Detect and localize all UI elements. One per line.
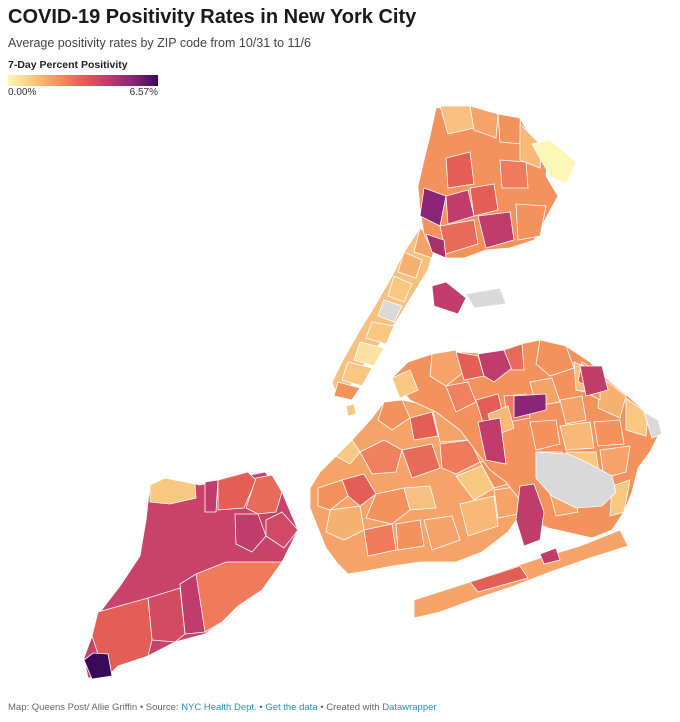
zip-area[interactable] <box>83 652 113 680</box>
get-data-link[interactable]: Get the data <box>265 702 318 713</box>
footer-sep-2: • <box>256 702 266 713</box>
footer-sep-1: • Source: <box>137 702 182 713</box>
zip-area[interactable] <box>519 123 543 169</box>
bronx-region <box>417 105 577 259</box>
zip-area[interactable] <box>365 487 411 525</box>
zip-area[interactable] <box>497 113 523 145</box>
zip-area[interactable] <box>531 139 577 185</box>
legend-title: 7-Day Percent Positivity <box>8 59 128 71</box>
zip-area[interactable] <box>341 361 373 387</box>
zip-area[interactable] <box>503 343 525 371</box>
legend-max-label: 6.57% <box>129 87 158 98</box>
zip-area[interactable] <box>445 381 477 413</box>
zip-area[interactable] <box>395 519 425 551</box>
footer-credit: Map: Queens Post/ Allie Griffin <box>8 702 138 713</box>
manhattan-region <box>331 227 437 401</box>
zip-area[interactable] <box>445 151 475 189</box>
footer-credits: Map: Queens Post/ Allie Griffin • Source… <box>8 702 437 713</box>
zip-area[interactable] <box>477 211 515 249</box>
zip-area[interactable] <box>377 299 403 323</box>
rockaway-region <box>413 529 629 619</box>
zip-area[interactable] <box>363 523 397 557</box>
zip-area[interactable] <box>477 417 507 465</box>
zip-area[interactable] <box>429 349 465 387</box>
zip-area[interactable] <box>147 587 186 643</box>
zip-area[interactable] <box>459 495 499 537</box>
zip-area[interactable] <box>477 349 513 383</box>
zip-area[interactable] <box>317 479 349 511</box>
color-legend: 7-Day Percent Positivity 0.00% 6.57% <box>8 59 158 98</box>
zip-area[interactable] <box>625 397 649 437</box>
zip-area[interactable] <box>469 105 499 139</box>
legend-min-label: 0.00% <box>8 87 37 98</box>
laguardia-no-data <box>465 287 507 309</box>
chart-title: COVID-19 Positivity Rates in New York Ci… <box>8 6 417 28</box>
zip-area[interactable] <box>559 395 587 425</box>
zip-area[interactable] <box>529 419 561 451</box>
zip-area[interactable] <box>387 275 413 303</box>
zip-area[interactable] <box>204 479 219 513</box>
zip-area[interactable] <box>535 339 575 377</box>
zip-area[interactable] <box>469 565 529 593</box>
zip-area[interactable] <box>149 477 197 505</box>
governors-island <box>345 403 357 417</box>
chart-subtitle: Average positivity rates by ZIP code fro… <box>8 36 311 50</box>
zip-area[interactable] <box>195 561 283 633</box>
broad-channel-region <box>515 483 545 547</box>
legend-labels: 0.00% 6.57% <box>8 87 158 98</box>
zip-area[interactable] <box>515 203 547 241</box>
zip-area[interactable] <box>593 419 625 447</box>
zip-area[interactable] <box>359 439 403 475</box>
east-no-data <box>643 411 663 439</box>
zip-area[interactable] <box>377 399 411 431</box>
zip-area[interactable] <box>425 233 447 259</box>
nyc-zip-choropleth-map[interactable] <box>0 100 680 700</box>
zip-area[interactable] <box>513 393 547 419</box>
zip-area[interactable] <box>403 485 437 511</box>
zip-area[interactable] <box>397 251 423 279</box>
jfk-no-data <box>535 451 617 509</box>
zip-area[interactable] <box>423 515 461 551</box>
zip-area[interactable] <box>439 439 481 475</box>
zip-area[interactable] <box>409 411 439 441</box>
zip-area[interactable] <box>245 474 283 515</box>
zip-area[interactable] <box>599 445 631 479</box>
zip-area[interactable] <box>333 381 361 401</box>
zip-area[interactable] <box>353 341 385 367</box>
datawrapper-link[interactable]: Datawrapper <box>382 702 437 713</box>
zip-area[interactable] <box>391 369 419 399</box>
source-link[interactable]: NYC Health Dept. <box>181 702 257 713</box>
footer-sep-3: • Created with <box>317 702 383 713</box>
zip-area[interactable] <box>234 513 267 553</box>
zip-area[interactable] <box>539 547 561 565</box>
zip-area[interactable] <box>401 443 441 479</box>
zip-area[interactable] <box>217 471 257 511</box>
zip-area[interactable] <box>499 159 529 189</box>
legend-gradient-bar <box>8 75 158 86</box>
zip-area[interactable] <box>325 505 365 541</box>
zip-area[interactable] <box>431 281 467 315</box>
zip-area[interactable] <box>365 321 395 345</box>
zip-area[interactable] <box>579 365 609 397</box>
zip-area[interactable] <box>559 421 595 451</box>
zip-area[interactable] <box>469 183 499 217</box>
staten-island-region <box>83 471 299 680</box>
zip-area[interactable] <box>265 511 299 549</box>
